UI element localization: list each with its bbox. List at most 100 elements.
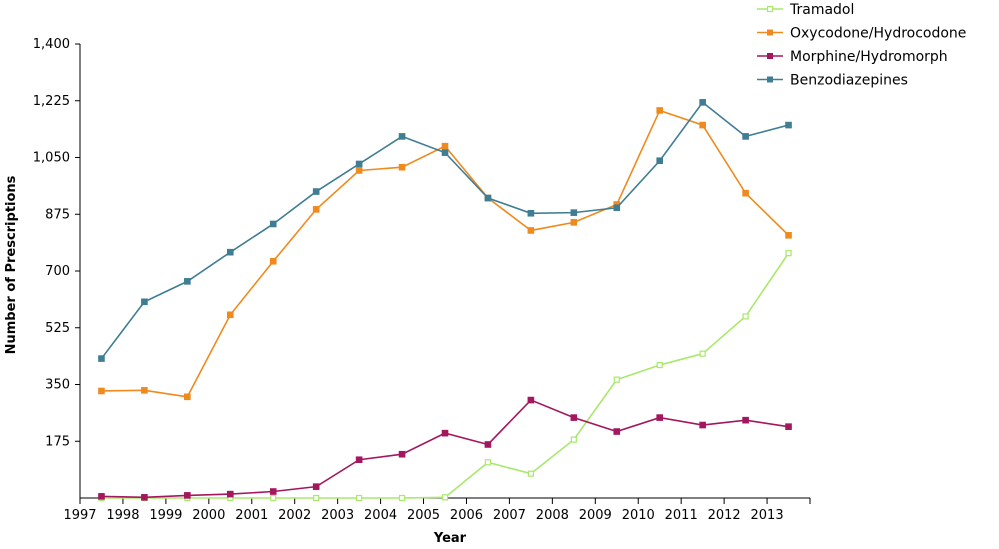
data-point [398,450,406,458]
legend-swatch-marker [767,76,773,83]
data-point [398,133,406,140]
data-point [356,494,363,502]
data-point [742,189,749,197]
data-point [355,167,363,174]
legend-label: Morphine/Hydromorph [790,49,948,65]
data-point [98,493,105,500]
legend-label: Tramadol [789,2,854,18]
data-point [699,99,706,106]
x-tick-label: 2002 [278,508,311,523]
x-tick-label: 1998 [106,508,139,523]
series-line [100,101,789,360]
data-point [699,421,706,429]
data-point [570,436,577,443]
y-axis-title: Number of Prescriptions [4,175,19,354]
x-axis-title: Year [433,531,467,546]
y-ticks: 175 350 525 700 875 1,050 1,225 1,400 [33,37,80,449]
data-point [184,393,191,401]
data-point [656,107,664,114]
y-tick-label: 525 [45,321,70,336]
data-point [613,428,621,435]
data-point [441,149,449,156]
data-point [269,488,277,495]
legend-label: Oxycodone/Hydrocodone [790,26,966,42]
data-point [742,133,749,140]
legend-item: Benzodiazepines [757,73,908,89]
data-point [656,157,664,165]
y-tick-label: 350 [45,378,70,393]
data-point [699,350,706,357]
data-point [742,313,749,320]
data-point [141,494,148,501]
data-point [570,414,578,421]
data-point [441,429,449,437]
data-point [785,423,792,430]
x-tick-label: 2013 [751,508,784,523]
series-line [101,252,790,499]
legend-item: Oxycodone/Hydrocodone [757,26,966,42]
data-point [355,160,363,168]
data-point [270,494,277,502]
x-tick-label: 2003 [321,508,354,523]
data-point [312,483,320,490]
data-point [98,355,105,362]
data-point [785,232,792,239]
data-point [785,121,792,129]
series-group [98,99,792,502]
data-point [269,220,277,228]
data-point [484,441,492,448]
data-point [441,494,449,501]
data-point [184,492,191,499]
y-tick-label: 875 [45,207,70,222]
series-benzodiazepines [98,99,792,362]
data-point [699,121,706,129]
series-line [101,399,789,499]
data-point [570,209,578,216]
y-tick-label: 700 [45,264,70,279]
data-point [312,206,320,213]
x-tick-label: 2008 [536,508,569,523]
data-point [527,227,535,234]
data-point [226,490,234,498]
legend: Tramadol Oxycodone/Hydrocodone Morphine/Hy… [757,2,966,89]
data-point [742,416,749,424]
x-ticks: 1997 1998 1999 2000 2001 2002 2003 2004 2005 2006… [63,498,811,523]
data-point [527,396,535,404]
data-point [141,298,148,306]
x-tick-label: 1997 [63,508,96,523]
y-tick-label: 1,050 [33,151,70,166]
data-point [398,163,406,171]
data-point [312,188,320,195]
legend-swatch-marker [767,29,773,36]
data-point [226,311,234,319]
x-tick-label: 2006 [450,508,483,523]
data-point [656,414,664,421]
x-tick-label: 1999 [149,508,182,523]
x-tick-label: 2005 [407,508,440,523]
x-tick-label: 2007 [493,508,526,523]
x-tick-label: 2010 [622,508,655,523]
data-point [441,142,449,150]
x-tick-label: 2001 [235,508,268,523]
y-tick-label: 175 [45,434,70,449]
data-point [355,456,363,464]
data-point [98,387,105,395]
data-point [527,470,534,477]
series-morphine-hydromorph [98,396,792,501]
legend-item: Morphine/Hydromorph [757,49,948,65]
legend-swatch-marker [766,5,774,13]
x-tick-label: 2012 [708,508,741,523]
data-point [141,387,148,394]
legend-label: Benzodiazepines [790,73,908,89]
y-tick-label: 1,400 [33,37,70,52]
x-tick-label: 2004 [364,508,397,523]
data-point [785,250,792,257]
x-tick-label: 2009 [579,508,612,523]
x-tick-label: 2011 [665,508,698,523]
legend-item: Tramadol [757,2,854,18]
data-point [484,459,492,466]
legend-swatch-marker [767,53,773,59]
data-point [613,376,620,383]
data-point [184,278,191,285]
